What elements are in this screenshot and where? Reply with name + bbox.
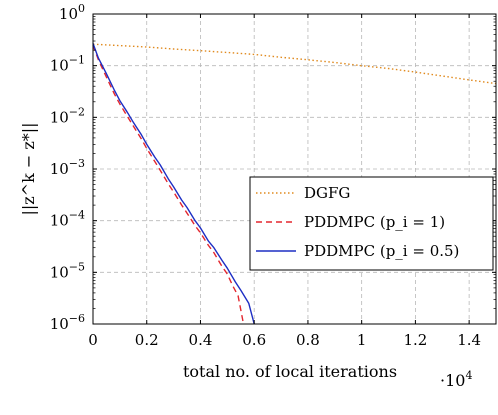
legend-entry-dgfg: DGFG (304, 184, 350, 202)
y-tick-base: 10 (50, 263, 69, 281)
y-tick-exponent: −4 (69, 209, 85, 222)
series-line-pddmpc-p1 (92, 44, 245, 325)
legend-box (249, 176, 494, 271)
x-tick-label: 0.6 (242, 331, 266, 349)
x-axis-multiplier: ·104 (440, 369, 472, 390)
legend-entry-pddmpc-p05: PDDMPC (p_i = 0.5) (304, 242, 459, 260)
series-line-dgfg (92, 43, 497, 85)
y-tick-exponent: 0 (78, 2, 85, 15)
y-tick-exponent: −5 (69, 260, 85, 273)
y-tick-label: 10−2 (50, 105, 85, 126)
x-axis-label: total no. of local iterations (183, 362, 397, 381)
y-tick-base: 10 (50, 108, 69, 126)
x-tick-label: 1.4 (457, 331, 481, 349)
y-tick-exponent: −1 (69, 54, 85, 67)
legend-entry-pddmpc-p1: PDDMPC (p_i = 1) (304, 213, 445, 231)
x-tick-label: 0 (88, 331, 98, 349)
y-tick-label: 10−6 (50, 312, 85, 333)
y-tick-base: 10 (50, 212, 69, 230)
x-tick-label: 0.8 (296, 331, 320, 349)
x-tick-label: 0.4 (189, 331, 213, 349)
y-tick-label: 10−1 (50, 54, 85, 75)
y-tick-label: 10−5 (50, 260, 85, 281)
y-tick-label: 10−3 (50, 157, 85, 178)
series-line-pddmpc-p05 (92, 43, 255, 325)
plot-frame (92, 13, 497, 325)
grid-lines (93, 14, 496, 324)
y-tick-base: 10 (50, 315, 69, 333)
y-tick-exponent: −2 (69, 105, 85, 118)
series-lines (92, 43, 497, 325)
y-tick-exponent: −6 (69, 312, 85, 325)
y-tick-label: 10−4 (50, 209, 85, 230)
y-tick-label: 100 (59, 2, 85, 23)
legend: DGFG PDDMPC (p_i = 1) PDDMPC (p_i = 0.5) (249, 176, 494, 271)
x-tick-label: 0.2 (135, 331, 159, 349)
x-tick-label: 1 (357, 331, 367, 349)
y-tick-exponent: −3 (69, 157, 85, 170)
x-tick-label: 1.2 (403, 331, 427, 349)
y-axis-label: ||z^k − z*|| (19, 122, 38, 215)
x-multiplier-exponent: 4 (465, 369, 472, 382)
x-multiplier-base: ·10 (440, 371, 465, 390)
axis-ticks: 0 0.2 0.4 0.6 0.8 1 1.2 1.410010−110−210−310−41… (50, 2, 496, 349)
y-tick-base: 10 (50, 57, 69, 75)
y-tick-base: 10 (59, 5, 78, 23)
y-tick-base: 10 (50, 160, 69, 178)
